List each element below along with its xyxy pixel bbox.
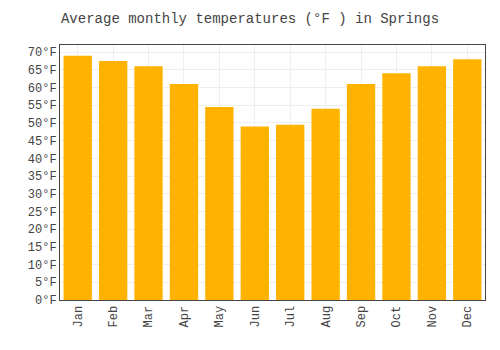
svg-text:May: May [213, 306, 227, 328]
svg-text:Aug: Aug [320, 306, 334, 328]
svg-text:Jan: Jan [72, 306, 86, 328]
svg-text:0°F: 0°F [35, 294, 57, 308]
svg-text:10°F: 10°F [28, 259, 57, 273]
svg-text:Average monthly temperatures (: Average monthly temperatures (°F ) in Sp… [61, 11, 439, 27]
svg-text:65°F: 65°F [28, 64, 57, 78]
svg-text:55°F: 55°F [28, 99, 57, 113]
svg-text:25°F: 25°F [28, 206, 57, 220]
svg-text:Mar: Mar [142, 306, 156, 328]
svg-text:Apr: Apr [178, 306, 192, 328]
svg-text:5°F: 5°F [35, 276, 57, 290]
svg-text:Jul: Jul [284, 306, 298, 328]
svg-text:Oct: Oct [390, 306, 404, 328]
svg-text:30°F: 30°F [28, 188, 57, 202]
svg-text:20°F: 20°F [28, 223, 57, 237]
svg-text:35°F: 35°F [28, 170, 57, 184]
svg-text:45°F: 45°F [28, 135, 57, 149]
svg-text:Dec: Dec [461, 306, 475, 328]
svg-text:60°F: 60°F [28, 82, 57, 96]
svg-text:Nov: Nov [426, 306, 440, 328]
svg-text:50°F: 50°F [28, 117, 57, 131]
svg-text:70°F: 70°F [28, 46, 57, 60]
svg-text:15°F: 15°F [28, 241, 57, 255]
svg-text:40°F: 40°F [28, 153, 57, 167]
svg-text:Jun: Jun [249, 306, 263, 328]
svg-text:Sep: Sep [355, 306, 369, 328]
svg-text:Feb: Feb [107, 306, 121, 328]
